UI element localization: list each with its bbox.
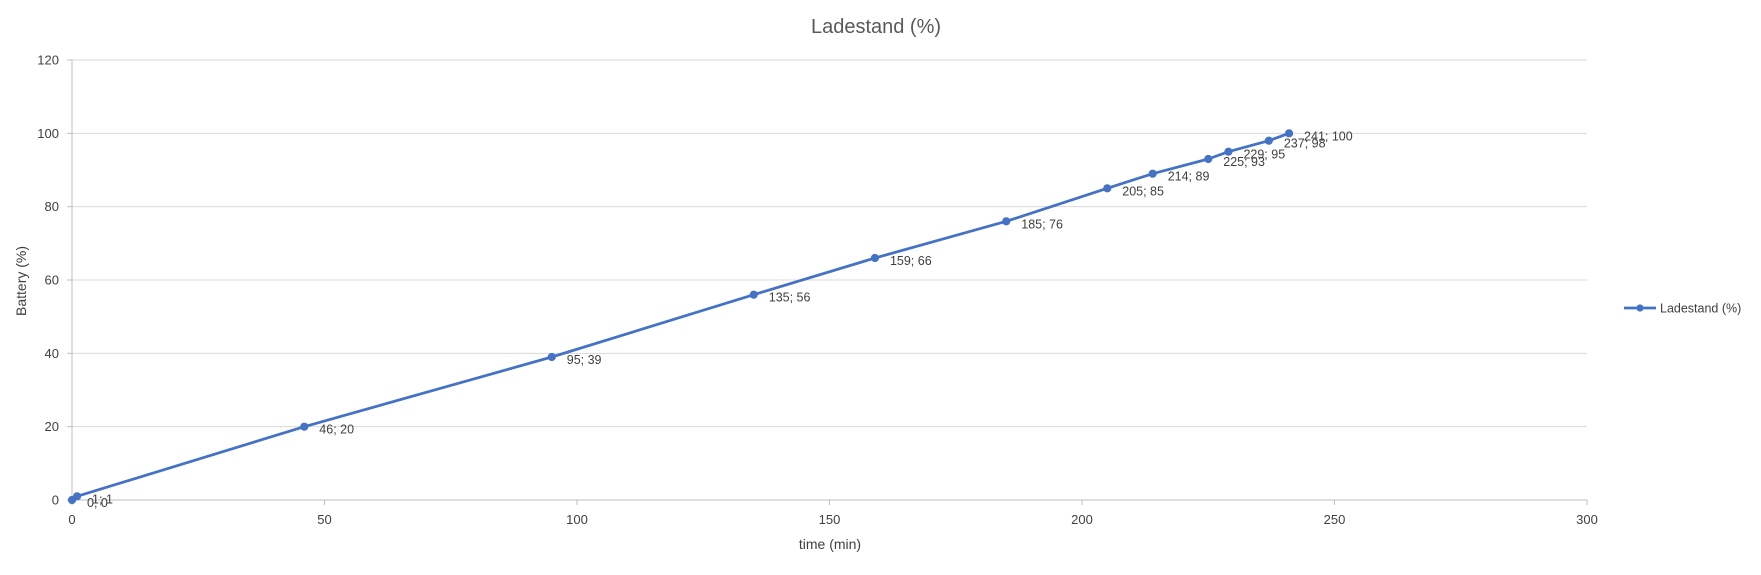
data-point <box>1204 154 1213 164</box>
data-point <box>1148 169 1157 178</box>
legend-label: Ladestand (%) <box>1660 302 1741 316</box>
data-label: 135; 56 <box>769 291 811 305</box>
data-label: 237; 98 <box>1284 137 1326 151</box>
x-tick-label: 250 <box>1324 512 1346 527</box>
y-tick-label: 0 <box>52 493 59 508</box>
data-point <box>749 290 758 299</box>
data-label: 159; 66 <box>890 254 932 268</box>
x-tick-label: 300 <box>1576 512 1598 527</box>
tick-labels: 0 20 40 60 80 100 120 0 50 100 150 200 250 300 <box>37 53 1598 528</box>
legend: Ladestand (%) <box>1624 302 1741 316</box>
data-point <box>72 492 82 501</box>
data-series <box>67 129 1294 505</box>
data-point <box>547 352 556 362</box>
y-tick-label: 80 <box>45 199 59 214</box>
data-label: 95; 39 <box>567 353 602 367</box>
data-label: 241; 100 <box>1304 129 1353 143</box>
x-tick-label: 150 <box>819 512 841 527</box>
data-label: 0; 0 <box>87 496 108 510</box>
data-labels: 0; 01; 1 46; 20 95; 39 135; 56 159; 66 185; 7… <box>87 129 1353 510</box>
data-point <box>1103 184 1112 193</box>
y-tick-label: 100 <box>37 126 59 141</box>
data-label: 46; 20 <box>319 423 354 437</box>
x-tick-label: 0 <box>68 512 75 527</box>
data-point <box>1002 217 1011 226</box>
data-point <box>1264 136 1273 145</box>
data-point <box>1284 129 1294 138</box>
y-tick-label: 120 <box>37 53 59 68</box>
data-label: 214; 89 <box>1168 170 1210 184</box>
legend-marker <box>1636 304 1644 312</box>
y-tick-label: 20 <box>45 419 59 434</box>
data-label: 185; 76 <box>1021 217 1063 231</box>
gridlines <box>72 59 1587 428</box>
y-tick-label: 40 <box>45 346 59 361</box>
axes <box>67 59 1588 505</box>
data-label: 205; 85 <box>1122 184 1164 198</box>
chart-title: Ladestand (%) <box>811 16 941 38</box>
data-label: 1; 1 <box>92 492 113 506</box>
y-axis-title: Battery (%) <box>13 246 29 316</box>
x-tick-label: 50 <box>317 512 331 527</box>
x-axis-title: time (min) <box>799 536 861 552</box>
data-point <box>870 253 880 263</box>
x-tick-label: 200 <box>1071 512 1093 527</box>
data-label: 229; 95 <box>1243 148 1285 162</box>
y-tick-label: 60 <box>45 273 59 288</box>
data-point <box>300 422 309 431</box>
data-label: 225; 93 <box>1223 155 1265 169</box>
x-tick-label: 100 <box>566 512 588 527</box>
data-point <box>1224 147 1233 156</box>
